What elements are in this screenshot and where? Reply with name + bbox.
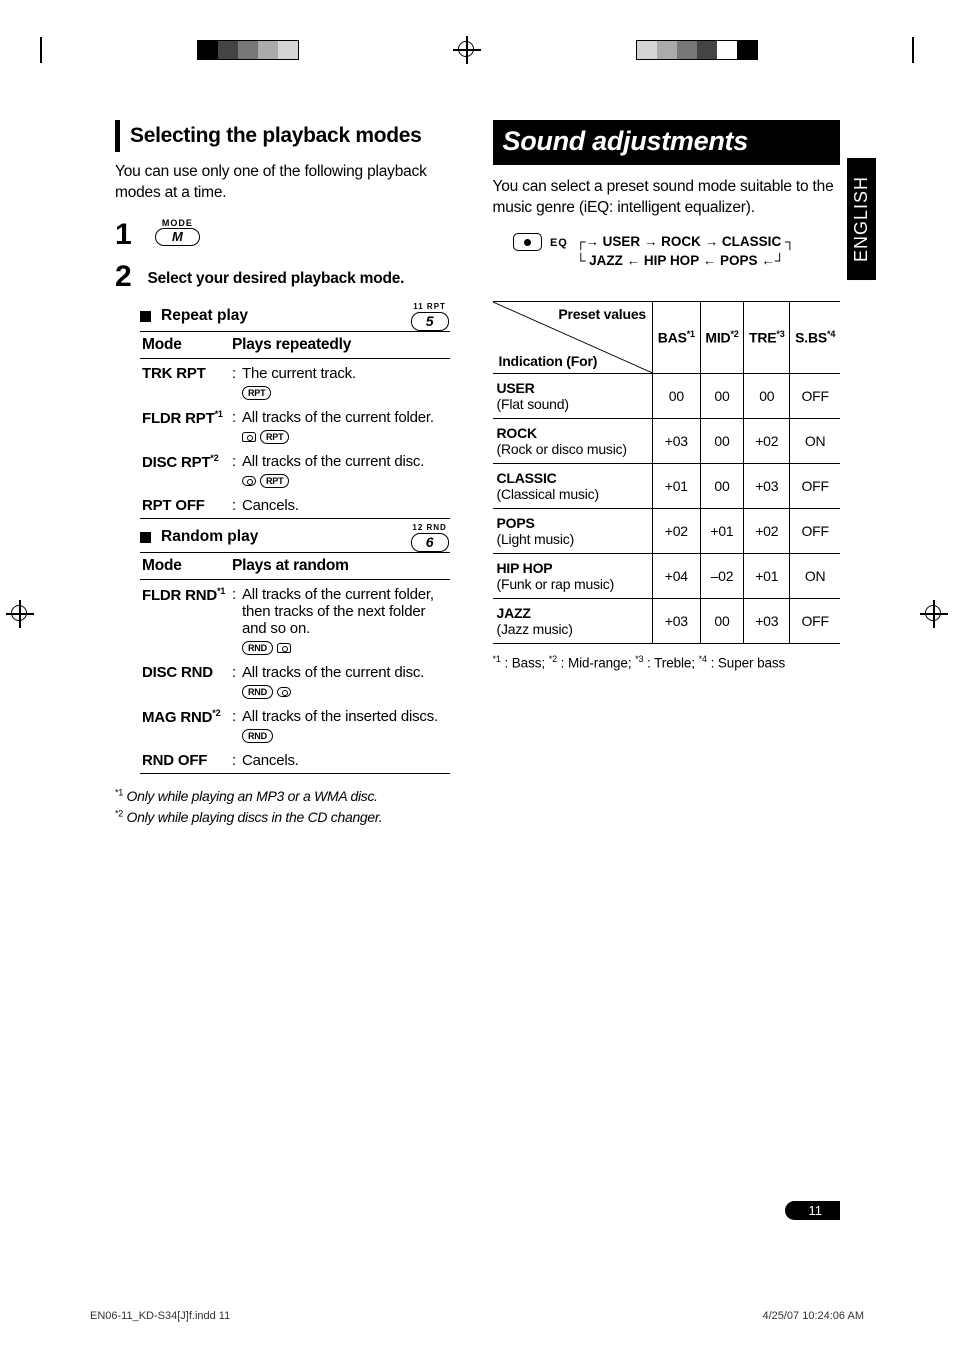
heading-text: Selecting the playback modes [130,124,463,148]
heading-text: Sound adjustments [503,126,831,157]
section-heading-playback: Selecting the playback modes [115,120,463,152]
col-mode: Mode [140,331,230,358]
right-column: Sound adjustments You can select a prese… [493,120,841,828]
section-heading-sound: Sound adjustments [493,120,841,165]
mode-button-graphic: MODE M [155,218,200,246]
reg-strip-left [197,40,299,60]
square-bullet [140,532,151,543]
col-plays: Plays repeatedly [230,331,450,358]
left-column: Selecting the playback modes You can use… [115,120,463,828]
table-row: DISC RND:All tracks of the current disc.… [140,660,450,704]
table-row: MAG RND*2:All tracks of the inserted dis… [140,704,450,748]
random-play-head: Random play 12 RND 6 [140,523,463,552]
table-row: USER(Flat sound)000000OFF [493,373,841,418]
eq-button-graphic [513,233,542,251]
table-row: HIP HOP(Funk or rap music)+04–02+01ON [493,553,841,598]
mode-m-key: M [155,228,200,246]
eq-label: EQ [550,237,568,249]
table-row: CLASSIC(Classical music)+0100+03OFF [493,463,841,508]
side-cross-right [920,600,948,628]
table-row: RPT OFF:Cancels. [140,493,450,519]
footer-timestamp: 4/25/07 10:24:06 AM [762,1310,864,1322]
footer-meta: EN06-11_KD-S34[J]f.indd 11 4/25/07 10:24… [90,1310,864,1322]
random-key: 12 RND 6 [411,523,449,552]
repeat-play-head: Repeat play 11 RPT 5 [140,302,463,331]
footer-file: EN06-11_KD-S34[J]f.indd 11 [90,1310,230,1322]
registration-marks [40,30,914,70]
col-bas: BAS*1 [653,301,701,373]
cross-mark [453,36,481,64]
table-row: FLDR RND*1:All tracks of the current fol… [140,579,450,660]
preset-table: Preset values Indication (For) BAS*1 MID… [493,301,841,644]
repeat-table: Mode Plays repeatedly TRK RPT:The curren… [140,331,450,519]
step-number-1: 1 [115,218,143,252]
footnotes-left: *1 Only while playing an MP3 or a WMA di… [115,786,463,828]
random-table: Mode Plays at random FLDR RND*1:All trac… [140,552,450,774]
table-row: FLDR RPT*1:All tracks of the current fol… [140,405,450,449]
repeat-title: Repeat play [161,307,248,325]
random-title: Random play [161,528,258,546]
footnote-right: *1 : Bass; *2 : Mid-range; *3 : Treble; … [493,654,841,671]
repeat-key: 11 RPT 5 [411,302,449,331]
col-mode: Mode [140,552,230,579]
diagonal-header: Preset values Indication (For) [493,301,653,373]
step-1: 1 MODE M [115,218,463,252]
table-row: ROCK(Rock or disco music)+0300+02ON [493,418,841,463]
intro-text: You can select a preset sound mode suita… [493,177,841,219]
table-row: RND OFF:Cancels. [140,748,450,774]
step-number-2: 2 [115,260,143,294]
table-row: TRK RPT:The current track.RPT [140,358,450,405]
eq-row: EQ ┌→ USER → ROCK → CLASSIC ┐└ JAZZ ← HI… [513,233,841,271]
intro-text: You can use only one of the following pl… [115,162,463,204]
eq-chain: ┌→ USER → ROCK → CLASSIC ┐└ JAZZ ← HIP H… [576,233,795,271]
col-plays: Plays at random [230,552,450,579]
reg-strip-right [636,40,758,60]
language-tab: ENGLISH [847,158,876,280]
page-number: 11 [785,1201,841,1220]
mode-label: MODE [155,218,200,228]
step-2: 2 Select your desired playback mode. [115,260,463,294]
col-sbs: S.BS*4 [790,301,840,373]
table-row: JAZZ(Jazz music)+0300+03OFF [493,598,841,643]
col-tre: TRE*3 [744,301,790,373]
table-row: POPS(Light music)+02+01+02OFF [493,508,841,553]
step-2-text: Select your desired playback mode. [147,270,404,288]
table-row: DISC RPT*2:All tracks of the current dis… [140,449,450,493]
square-bullet [140,311,151,322]
side-cross-left [6,600,34,628]
col-mid: MID*2 [700,301,744,373]
